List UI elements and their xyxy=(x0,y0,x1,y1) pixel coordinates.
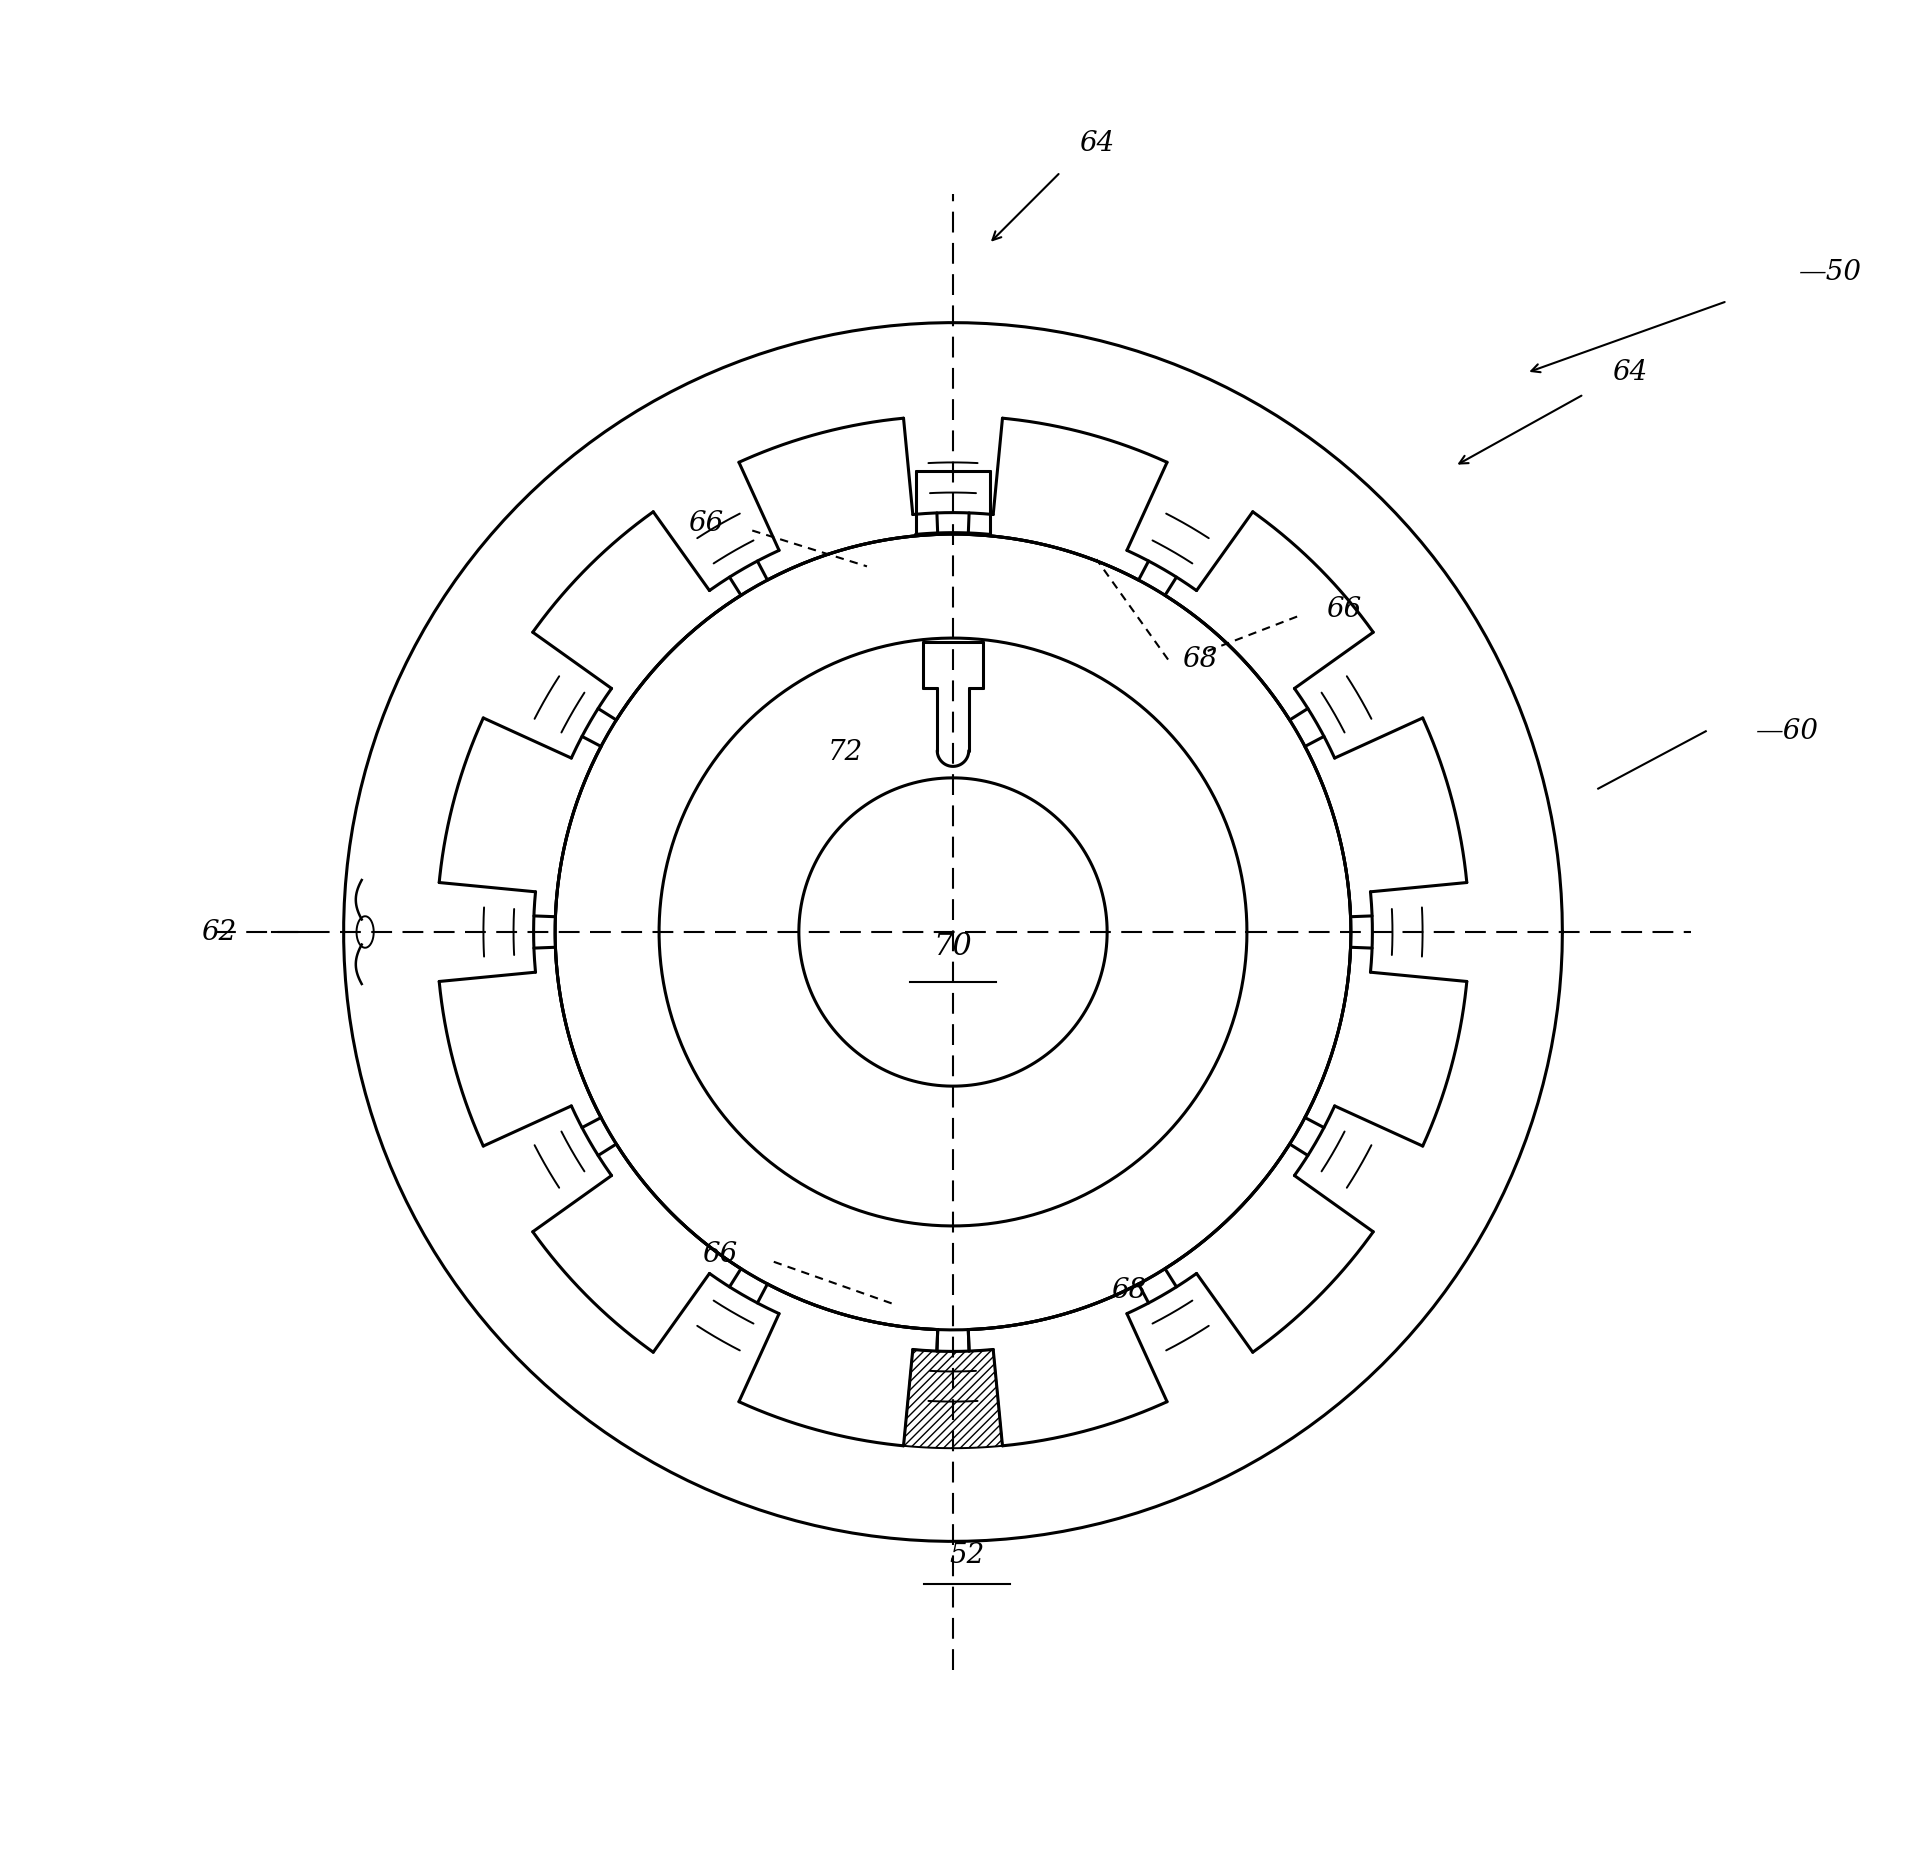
Polygon shape xyxy=(903,1350,1002,1448)
Text: 64: 64 xyxy=(1078,130,1113,157)
Text: 66: 66 xyxy=(1326,596,1360,623)
Text: 52: 52 xyxy=(949,1542,985,1569)
Text: 68: 68 xyxy=(1181,647,1217,673)
Text: 70: 70 xyxy=(933,930,972,962)
Text: 64: 64 xyxy=(1612,360,1648,386)
Text: 66: 66 xyxy=(688,511,724,537)
Text: 68: 68 xyxy=(1111,1277,1145,1305)
Text: 72: 72 xyxy=(827,740,863,766)
Text: 62: 62 xyxy=(200,919,236,945)
Text: —60: —60 xyxy=(1755,718,1817,746)
Text: —50: —50 xyxy=(1798,259,1861,285)
Text: 66: 66 xyxy=(703,1241,737,1268)
